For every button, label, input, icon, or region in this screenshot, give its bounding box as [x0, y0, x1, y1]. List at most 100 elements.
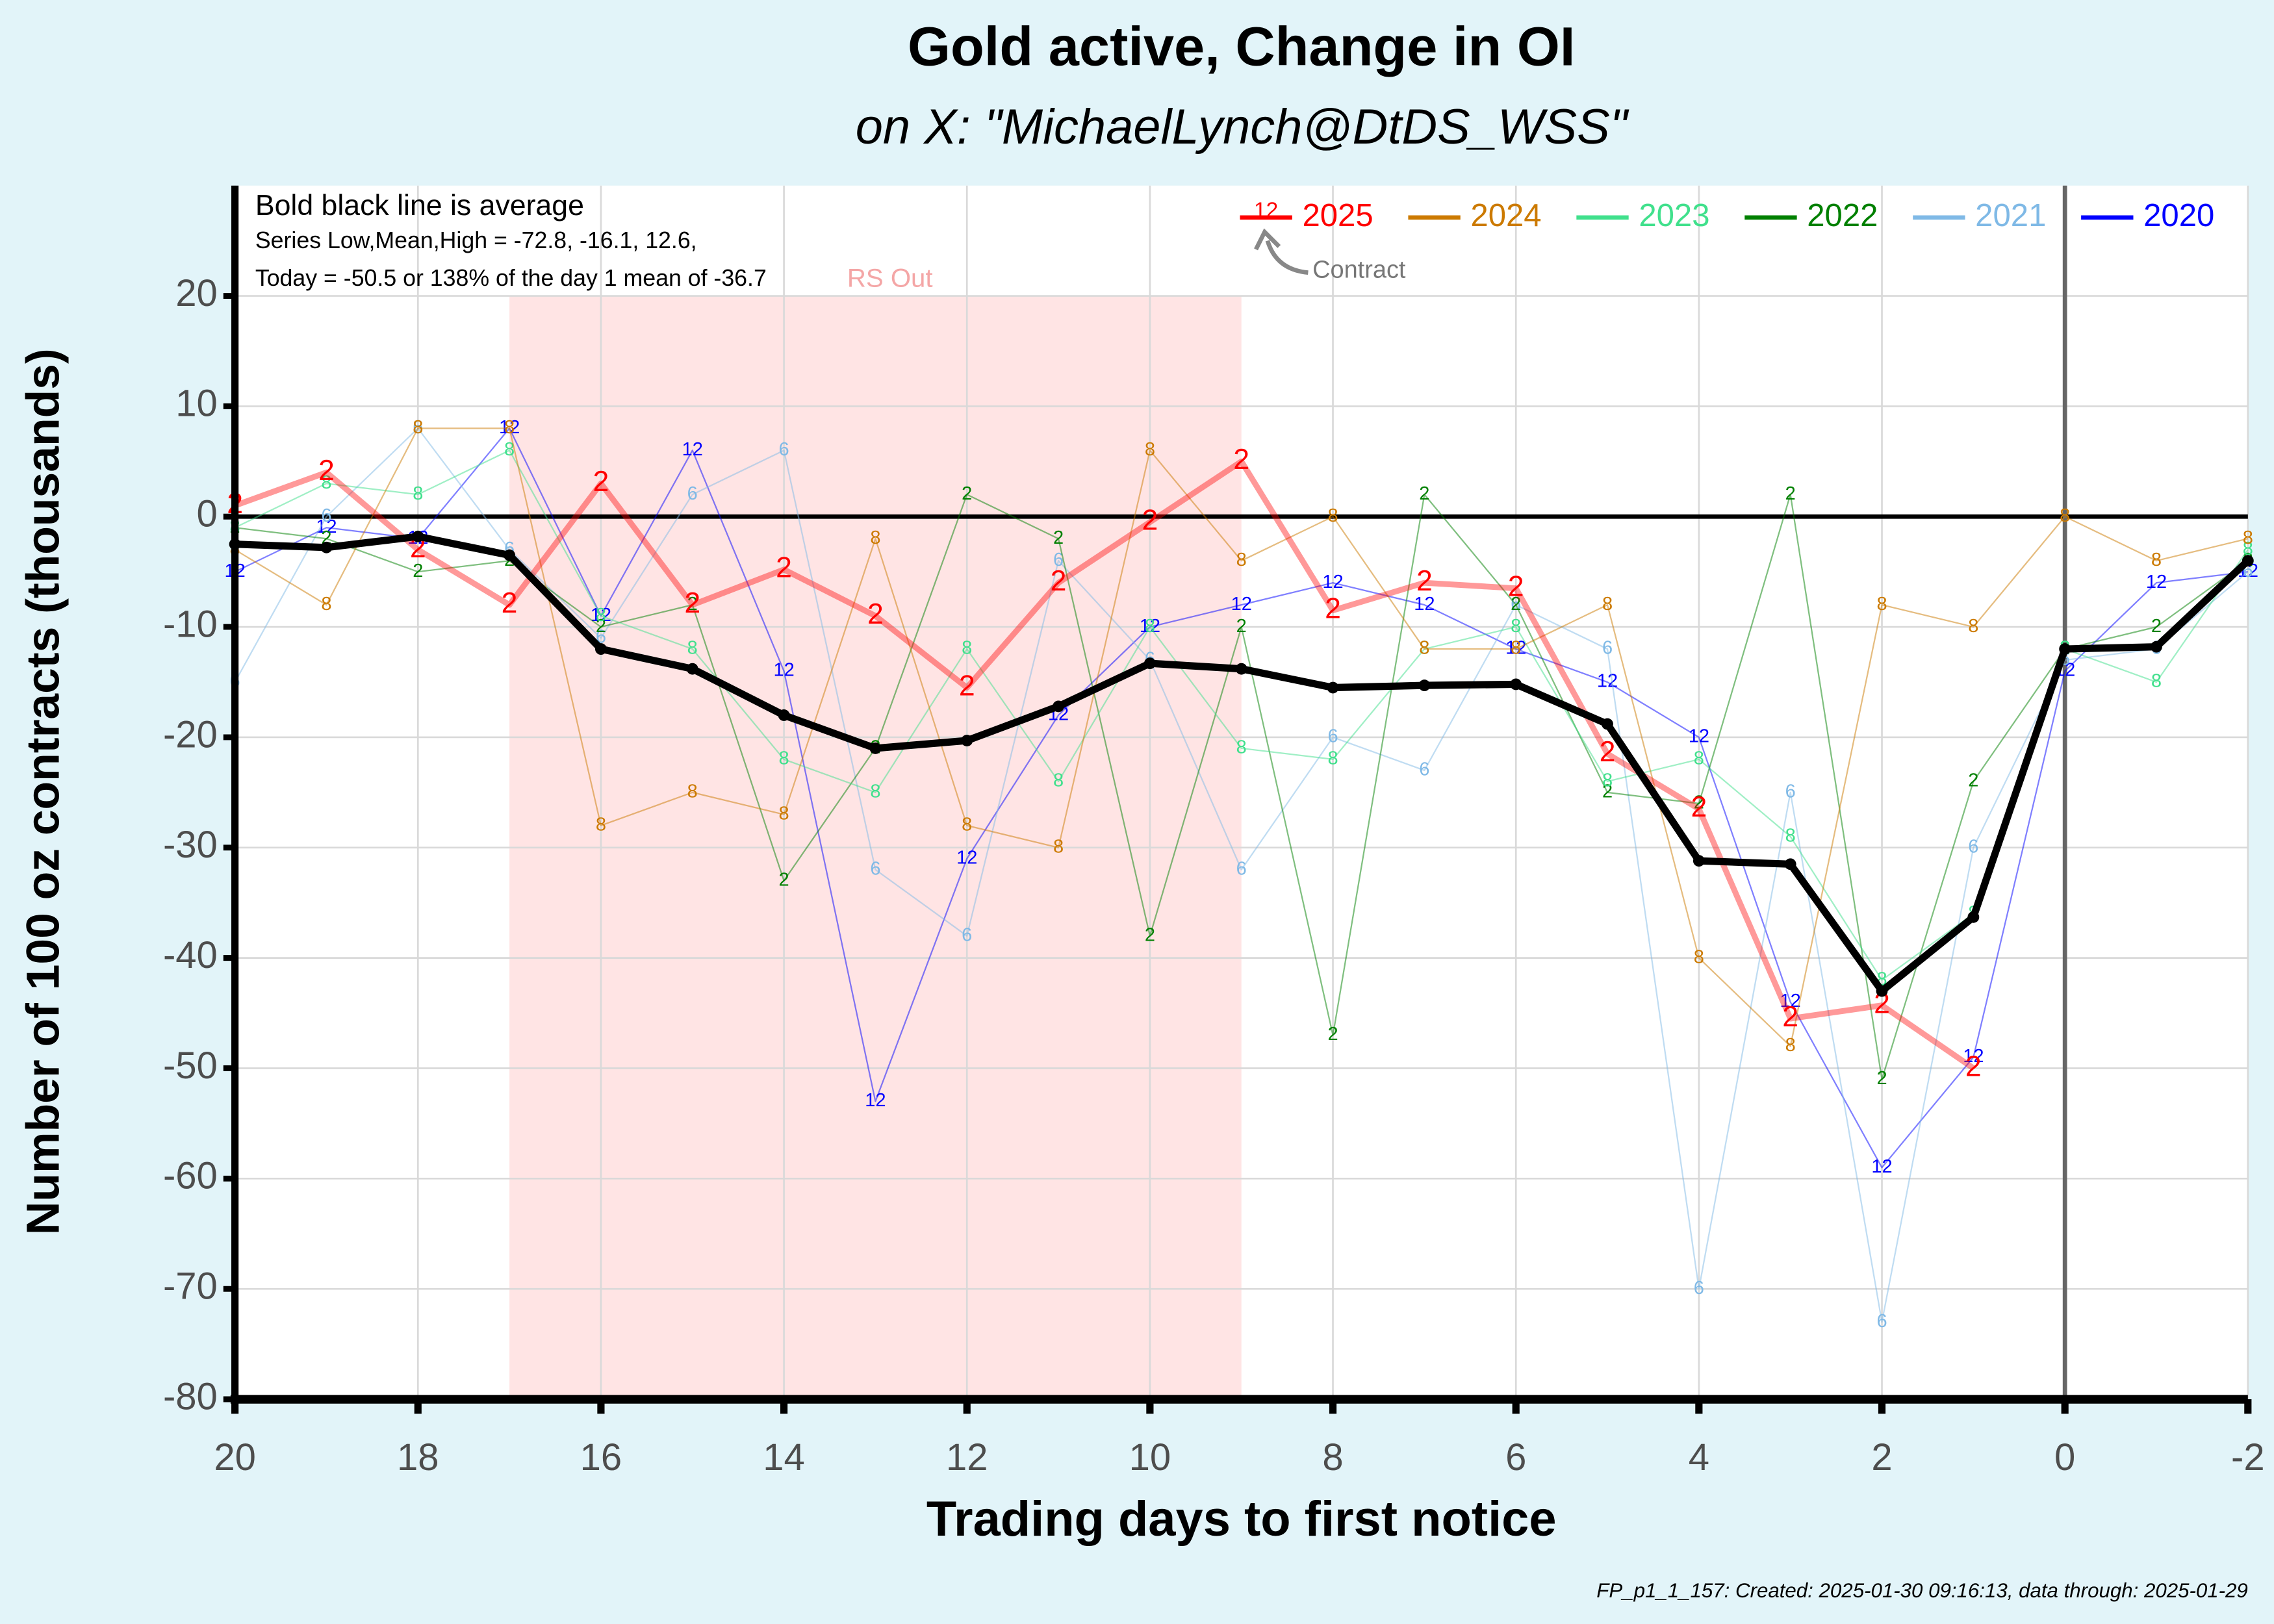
point-label: 12	[1140, 616, 1160, 637]
point-label: 8	[1145, 439, 1155, 460]
average-point	[869, 742, 882, 754]
point-label: 2	[1325, 592, 1341, 624]
x-axis-label: Trading days to first notice	[926, 1491, 1557, 1547]
legend-label: 2020	[2143, 198, 2214, 233]
y-tick-label: -30	[163, 824, 218, 866]
point-label: 8	[1236, 737, 1247, 758]
point-label: 6	[1419, 759, 1429, 780]
point-label: 2	[1508, 570, 1524, 602]
annotation: Series Low,Mean,High = -72.8, -16.1, 12.…	[255, 227, 697, 253]
point-label: 8	[1785, 1035, 1796, 1056]
point-label: 8	[321, 594, 331, 615]
average-point	[1327, 681, 1339, 694]
legend-label: 2025	[1302, 198, 1373, 233]
point-label: 6	[687, 483, 698, 504]
chart-title: Gold active, Change in OI	[908, 16, 1575, 77]
point-label: 2	[687, 594, 698, 615]
annotation: Today = -50.5 or 138% of the day 1 mean …	[255, 265, 767, 291]
point-label: 12	[1322, 572, 1343, 592]
y-tick-label: 0	[197, 493, 218, 535]
point-label: 2	[1694, 793, 1704, 813]
legend-key-label: 12	[1254, 199, 1278, 223]
point-label: 8	[2243, 527, 2253, 548]
annotation: Bold black line is average	[255, 190, 584, 222]
x-tick-label: 2	[1871, 1436, 1892, 1478]
x-tick-label: 8	[1322, 1436, 1343, 1478]
y-axis-label: Number of 100 oz contracts (thousands)	[17, 348, 69, 1235]
point-label: 6	[1694, 1278, 1704, 1299]
point-label: 8	[2060, 505, 2070, 526]
bg-layer	[234, 185, 2249, 1401]
point-label: 2	[1327, 1024, 1338, 1045]
point-label: 8	[687, 638, 698, 659]
legend-label: 2022	[1807, 198, 1878, 233]
y-tick-label: -50	[163, 1045, 218, 1087]
point-label: 2	[596, 616, 606, 637]
point-label: 8	[1602, 594, 1613, 615]
x-tick-label: 14	[763, 1436, 805, 1478]
x-tick-label: 4	[1689, 1436, 1709, 1478]
point-label: 2	[318, 455, 335, 487]
point-label: 2	[1968, 770, 1978, 791]
y-tick-label: -60	[163, 1155, 218, 1197]
point-label: 2	[1965, 1050, 1982, 1082]
point-label: 8	[2151, 671, 2162, 692]
point-label: 6	[1327, 726, 1338, 747]
point-label: 12	[1871, 1156, 1892, 1177]
x-tick-label: 6	[1505, 1436, 1526, 1478]
point-label: 2	[413, 561, 423, 581]
y-tick-label: -10	[163, 603, 218, 645]
x-tick-label: 10	[1129, 1436, 1171, 1478]
legend-label: 2024	[1470, 198, 1541, 233]
point-label: 2	[1236, 616, 1247, 637]
point-label: 8	[1694, 748, 1704, 769]
point-label: 6	[779, 439, 789, 460]
point-label: 6	[1968, 836, 1978, 857]
x-tick-label: 20	[214, 1436, 256, 1478]
point-label: 2	[962, 483, 972, 504]
series-line	[235, 494, 2249, 1080]
average-point	[1235, 663, 1247, 675]
point-label: 8	[413, 417, 423, 438]
average-point	[412, 530, 424, 542]
legend: 2025 2024 2023 2022 2021 2020 12 Contract	[1240, 198, 2214, 283]
average-point	[2151, 641, 2162, 653]
point-label: 6	[1785, 781, 1796, 802]
y-tick-label: 20	[175, 272, 218, 314]
point-label: 12	[773, 660, 794, 681]
point-label: 6	[962, 924, 972, 945]
point-label: 8	[1327, 505, 1338, 526]
chart-subtitle: on X: "MichaelLynch@DtDS_WSS"	[856, 99, 1629, 155]
x-tick-label: -2	[2231, 1436, 2265, 1478]
point-label: 12	[1505, 638, 1526, 659]
series-line	[234, 427, 2249, 1323]
point-label: 12	[499, 417, 520, 438]
y-tick-label: -80	[163, 1375, 218, 1417]
footer: FP_p1_1_157: Created: 2025-01-30 09:16:1…	[1596, 1579, 2248, 1602]
point-label: 2	[1600, 736, 1616, 768]
point-label: 8	[962, 638, 972, 659]
point-label: 2	[1142, 505, 1158, 537]
average-point	[1784, 858, 1796, 870]
point-label: 8	[504, 417, 515, 438]
point-label: 8	[504, 439, 515, 460]
point-label: 6	[1876, 1311, 1887, 1332]
point-label: 6	[1053, 550, 1064, 570]
point-label: 8	[2243, 539, 2253, 559]
point-label: 2	[2151, 616, 2162, 637]
average-point	[961, 735, 973, 746]
current-line	[234, 458, 1975, 1071]
x-tick-label: 0	[2054, 1436, 2075, 1478]
point-label: 8	[1145, 616, 1155, 637]
point-label: 8	[413, 483, 423, 504]
x-tick-label: 16	[580, 1436, 622, 1478]
average-point	[2059, 643, 2071, 655]
point-label: 2	[959, 670, 975, 702]
point-label: 8	[1053, 770, 1064, 791]
y-tick-label: -20	[163, 713, 218, 755]
point-label: 2	[776, 552, 792, 584]
point-label: 8	[1694, 946, 1704, 967]
average-point	[778, 709, 790, 721]
y-tick-label: -40	[163, 934, 218, 976]
